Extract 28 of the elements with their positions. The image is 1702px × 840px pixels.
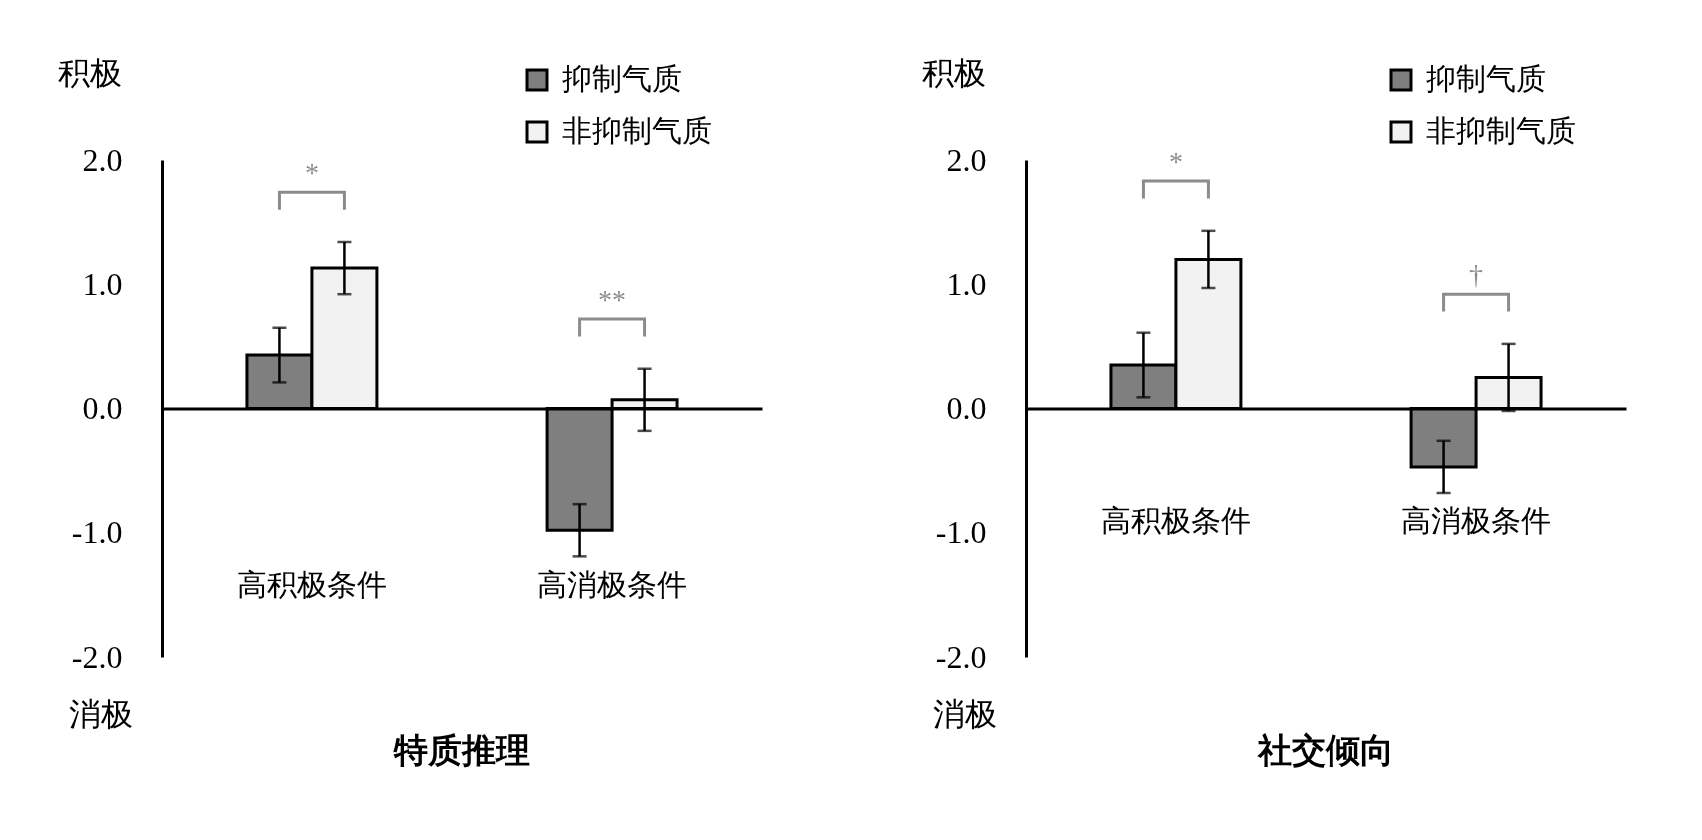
text: 消极 [69,696,133,732]
legend-label: 抑制气质 [1426,62,1546,95]
legend-label: 抑制气质 [562,62,682,95]
y-tick-label: 2.0 [82,141,123,178]
y-tick-label: 0.0 [946,390,987,426]
y-tick-label: -1.0 [935,514,987,551]
y-tick-label: 1.0 [82,265,123,302]
x-tick-label: 高消极条件 [1401,504,1552,538]
text: 积极 [922,55,986,91]
annotation: † [1469,259,1484,291]
y-tick-label: -2.0 [935,638,987,675]
y-tick-label: -1.0 [71,514,123,551]
annotation: * [304,157,319,189]
y-tick-label: -2.0 [71,638,123,675]
text: 积极 [58,55,122,91]
text: 特质推理 [393,732,530,769]
annotation: ** [598,284,627,316]
legend-label: 非抑制气质 [1426,114,1576,147]
x-tick-label: 高消极条件 [537,567,688,601]
x-tick-label: 高积极条件 [1100,504,1251,538]
y-tick-label: 2.0 [946,141,987,178]
x-tick-label: 高积极条件 [236,567,387,601]
y-tick-label: 1.0 [946,265,987,302]
annotation: * [1168,146,1183,178]
text: 消极 [933,696,997,732]
text: 社交倾向 [1257,732,1394,769]
y-tick-label: 0.0 [82,390,123,426]
legend-label: 非抑制气质 [562,114,712,147]
